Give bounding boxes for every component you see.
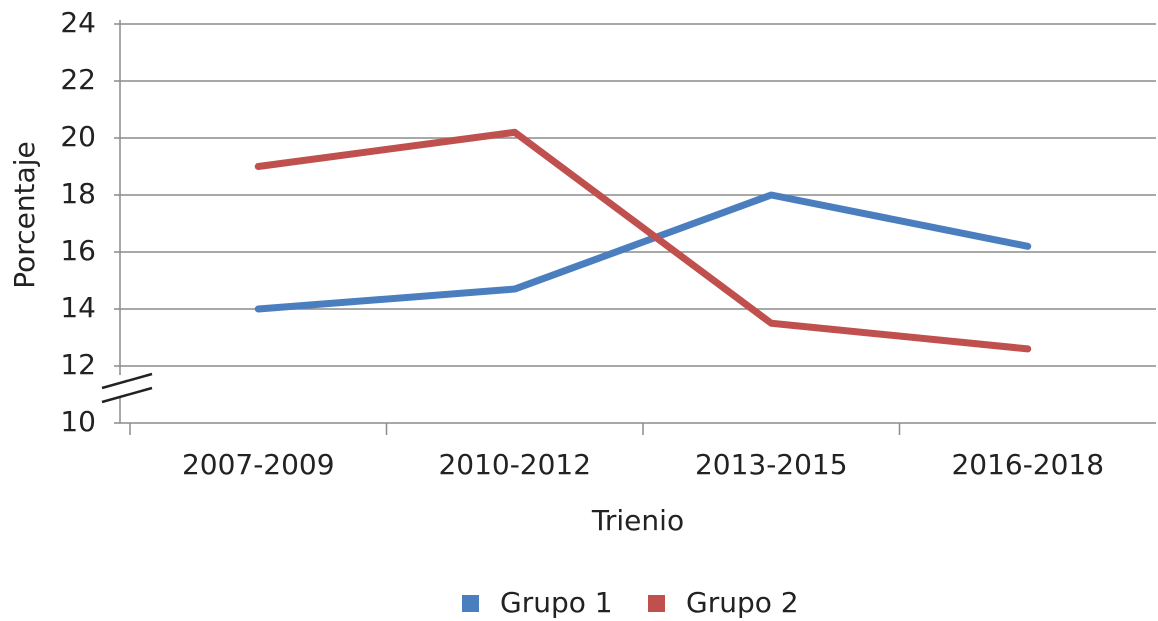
axis-break (101, 372, 153, 390)
x-tick-label: 2013-2015 (695, 448, 848, 481)
legend-swatch (462, 595, 479, 612)
y-tick-label: 22 (60, 63, 96, 96)
x-axis-title: Trienio (591, 504, 684, 537)
legend-swatch (648, 595, 665, 612)
y-tick-label: 20 (60, 120, 96, 153)
x-tick-label: 2007-2009 (182, 448, 335, 481)
legend-label: Grupo 2 (686, 586, 799, 619)
y-tick-label: 18 (60, 177, 96, 210)
y-tick-label: 10 (60, 405, 96, 438)
y-tick-label: 12 (60, 348, 96, 381)
x-tick-label: 2016-2018 (951, 448, 1104, 481)
series-line (254, 128, 1032, 353)
y-tick-label: 14 (60, 291, 96, 324)
y-tick-label: 16 (60, 234, 96, 267)
y-tick-label: 24 (60, 6, 96, 39)
series-line (254, 191, 1032, 313)
axis-break (101, 386, 153, 404)
legend-label: Grupo 1 (500, 586, 613, 619)
x-tick-label: 2010-2012 (438, 448, 591, 481)
y-axis-title: Porcentaje (8, 141, 41, 288)
